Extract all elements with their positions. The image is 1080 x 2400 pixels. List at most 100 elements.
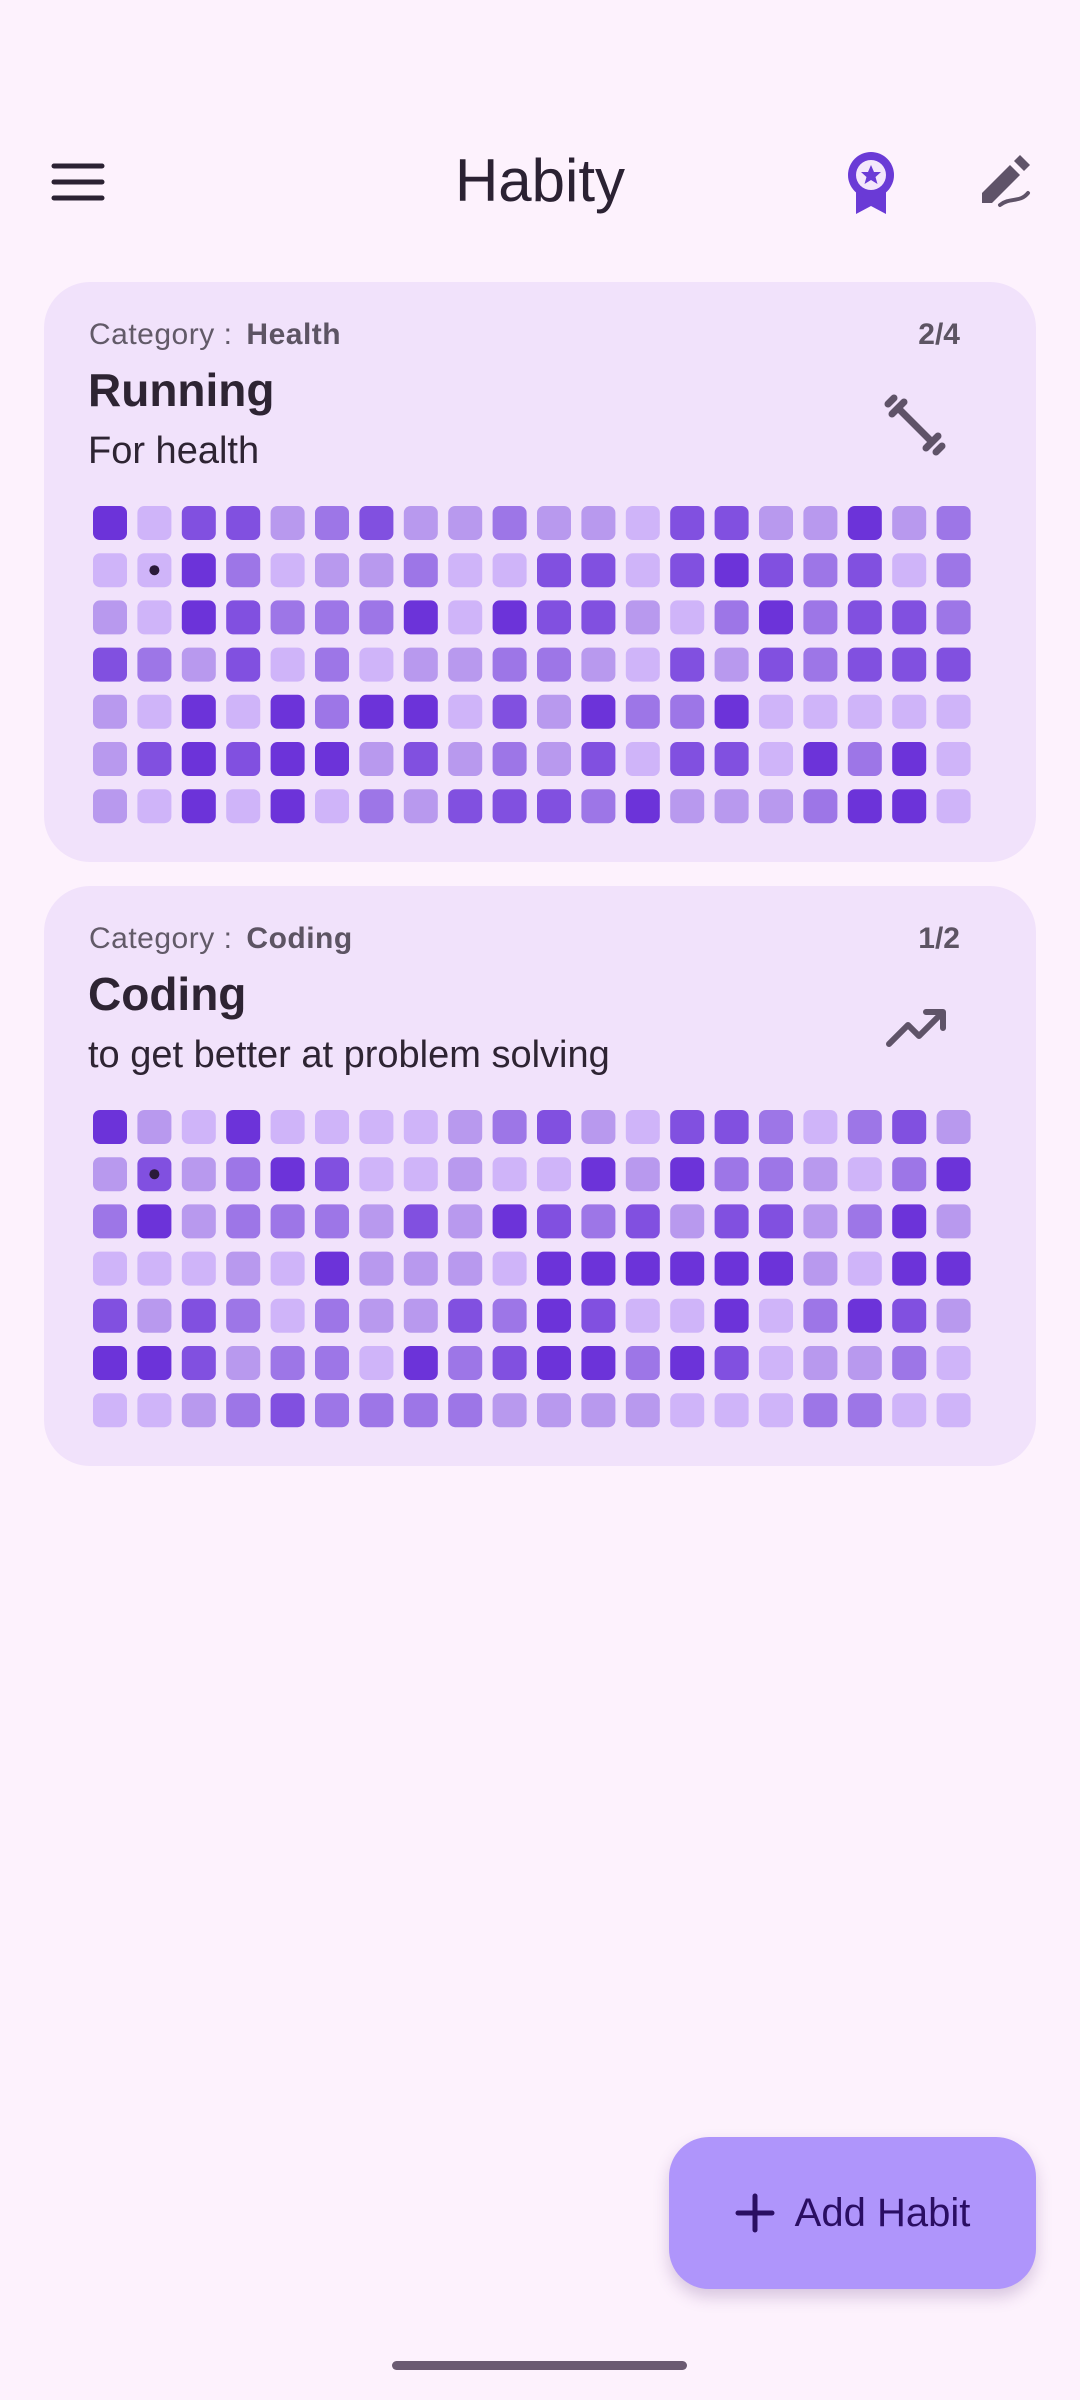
day-cell[interactable]	[137, 1346, 172, 1380]
day-cell[interactable]	[892, 1157, 927, 1192]
day-cell[interactable]	[403, 742, 438, 776]
day-cell[interactable]	[315, 1393, 349, 1428]
day-cell[interactable]	[803, 1346, 838, 1380]
day-cell[interactable]	[226, 742, 261, 776]
day-cell[interactable]	[670, 1251, 705, 1286]
day-cell[interactable]	[581, 789, 616, 824]
day-cell[interactable]	[581, 742, 616, 776]
day-cell[interactable]	[492, 1298, 527, 1333]
day-cell[interactable]	[93, 1204, 127, 1239]
day-cell[interactable]	[759, 1346, 793, 1380]
day-cell[interactable]	[492, 1157, 527, 1192]
day-cell[interactable]	[670, 506, 705, 540]
day-cell[interactable]	[892, 553, 927, 588]
day-cell[interactable]	[714, 1346, 749, 1380]
day-cell[interactable]	[137, 1393, 172, 1428]
day-cell[interactable]	[137, 647, 172, 682]
day-cell[interactable]	[936, 1393, 971, 1428]
day-cell[interactable]	[492, 553, 527, 588]
day-cell[interactable]	[714, 1204, 749, 1239]
day-cell[interactable]	[403, 647, 438, 682]
day-cell[interactable]	[93, 1157, 127, 1192]
day-cell[interactable]	[315, 1204, 349, 1239]
day-cell[interactable]	[936, 600, 971, 635]
day-cell[interactable]	[670, 553, 705, 588]
day-cell[interactable]	[714, 1393, 749, 1428]
day-cell[interactable]	[403, 789, 438, 824]
day-cell[interactable]	[448, 1110, 483, 1144]
day-cell[interactable]	[448, 553, 483, 588]
day-cell[interactable]	[315, 1110, 349, 1144]
day-cell[interactable]	[359, 742, 394, 776]
day-cell[interactable]	[359, 694, 394, 729]
day-cell[interactable]	[492, 1110, 527, 1144]
day-cell[interactable]	[625, 506, 660, 540]
day-cell[interactable]	[803, 1204, 838, 1239]
day-cell[interactable]	[847, 694, 882, 729]
day-cell[interactable]	[492, 789, 527, 824]
day-cell[interactable]	[359, 553, 394, 588]
day-cell[interactable]	[892, 506, 927, 540]
day-cell[interactable]	[137, 694, 172, 729]
day-cell[interactable]	[403, 553, 438, 588]
day-cell[interactable]	[581, 1346, 616, 1380]
day-cell[interactable]	[892, 1298, 927, 1333]
day-cell[interactable]	[759, 1204, 793, 1239]
day-cell[interactable]	[448, 1157, 483, 1192]
day-cell[interactable]	[759, 506, 793, 540]
day-cell[interactable]	[892, 789, 927, 824]
day-cell[interactable]	[270, 647, 305, 682]
day-cell[interactable]	[625, 1393, 660, 1428]
day-cell[interactable]	[581, 1393, 616, 1428]
day-cell[interactable]	[93, 789, 127, 824]
day-cell[interactable]	[892, 1204, 927, 1239]
day-cell[interactable]	[759, 1393, 793, 1428]
day-cell[interactable]	[670, 742, 705, 776]
day-cell[interactable]	[803, 1110, 838, 1144]
day-cell[interactable]	[847, 1346, 882, 1380]
day-cell[interactable]	[936, 1251, 971, 1286]
day-cell[interactable]	[803, 1298, 838, 1333]
day-cell[interactable]	[492, 1204, 527, 1239]
day-cell[interactable]	[359, 1110, 394, 1144]
day-cell[interactable]	[403, 694, 438, 729]
day-cell[interactable]	[581, 1157, 616, 1192]
day-cell[interactable]	[714, 506, 749, 540]
day-cell[interactable]	[226, 553, 261, 588]
day-cell[interactable]	[581, 1298, 616, 1333]
day-cell[interactable]	[403, 1204, 438, 1239]
day-cell[interactable]	[492, 600, 527, 635]
day-cell[interactable]	[936, 1157, 971, 1192]
day-cell[interactable]	[714, 1298, 749, 1333]
day-cell[interactable]	[892, 647, 927, 682]
day-cell[interactable]	[670, 1157, 705, 1192]
day-cell[interactable]	[670, 647, 705, 682]
add-habit-button[interactable]: Add Habit	[669, 2137, 1036, 2289]
day-cell[interactable]	[847, 1393, 882, 1428]
day-cell[interactable]	[670, 1298, 705, 1333]
day-cell[interactable]	[93, 1298, 127, 1333]
day-cell[interactable]	[315, 1298, 349, 1333]
day-cell[interactable]	[936, 553, 971, 588]
day-cell[interactable]	[581, 1251, 616, 1286]
day-cell[interactable]	[670, 694, 705, 729]
day-cell[interactable]	[759, 1157, 793, 1192]
day-cell[interactable]	[403, 600, 438, 635]
day-cell[interactable]	[759, 553, 793, 588]
day-cell[interactable]	[803, 553, 838, 588]
day-cell[interactable]	[137, 1204, 172, 1239]
day-cell[interactable]	[714, 742, 749, 776]
day-cell[interactable]	[625, 600, 660, 635]
day-cell[interactable]	[537, 789, 571, 824]
day-cell[interactable]	[714, 694, 749, 729]
day-cell[interactable]	[537, 1204, 571, 1239]
day-cell[interactable]	[803, 647, 838, 682]
day-cell[interactable]	[270, 1251, 305, 1286]
day-cell[interactable]	[359, 600, 394, 635]
day-cell[interactable]	[803, 506, 838, 540]
day-cell[interactable]	[847, 1157, 882, 1192]
day-cell[interactable]	[892, 742, 927, 776]
day-cell[interactable]	[492, 506, 527, 540]
day-cell[interactable]	[315, 553, 349, 588]
day-cell[interactable]	[847, 553, 882, 588]
